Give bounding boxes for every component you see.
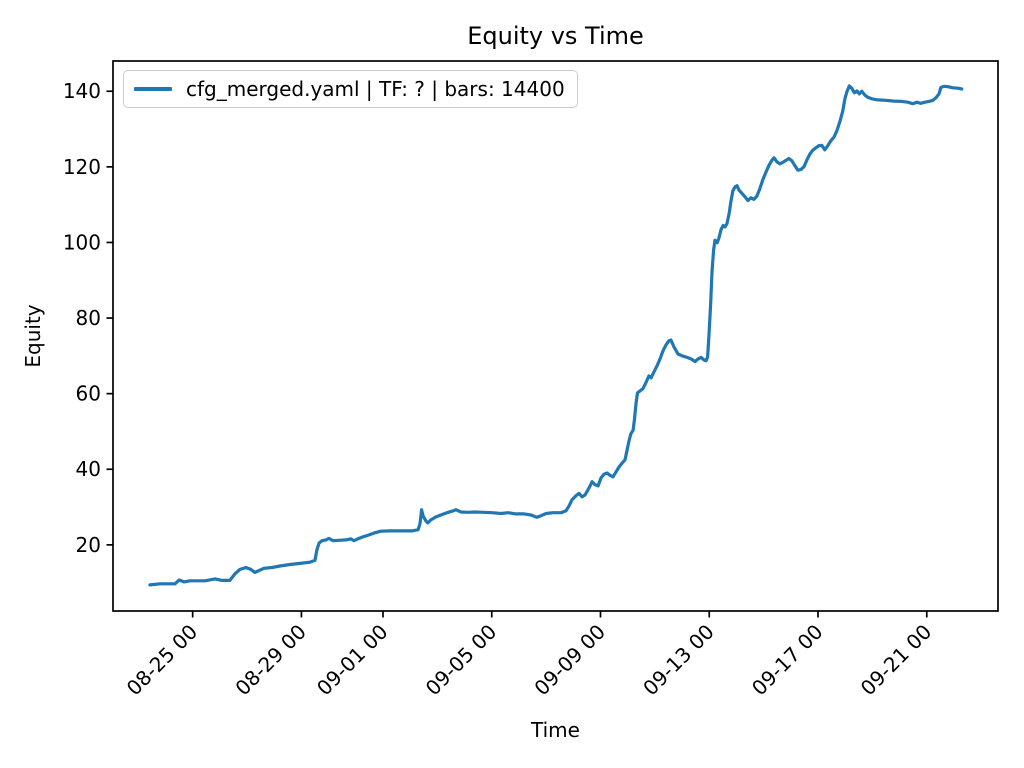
y-axis-tick-label: 80 <box>76 306 101 330</box>
y-axis-tick-label: 100 <box>63 230 101 254</box>
x-axis-tick-label: 08-25 00 <box>122 620 203 701</box>
chart-title: Equity vs Time <box>467 22 644 50</box>
x-axis-tick-label: 09-21 00 <box>856 620 937 701</box>
y-axis-tick-label: 140 <box>63 79 101 103</box>
equity-curve <box>148 84 964 587</box>
y-axis-tick-label: 20 <box>76 533 101 557</box>
y-axis-tick-label: 60 <box>76 382 101 406</box>
x-axis-tick-label: 08-29 00 <box>230 620 311 701</box>
legend-line-sample <box>134 87 172 91</box>
legend-label: cfg_merged.yaml | TF: ? | bars: 14400 <box>186 77 565 101</box>
x-axis-label: Time <box>531 718 580 742</box>
x-axis-tick-label: 09-09 00 <box>529 620 610 701</box>
x-axis-tick-label: 09-05 00 <box>421 620 502 701</box>
legend: cfg_merged.yaml | TF: ? | bars: 14400 <box>123 70 578 108</box>
x-axis-tick-label: 09-01 00 <box>312 620 393 701</box>
x-axis-tick-label: 09-17 00 <box>747 620 828 701</box>
axes-border <box>112 60 999 612</box>
y-axis-tick-label: 40 <box>76 457 101 481</box>
y-axis-tick-label: 120 <box>63 155 101 179</box>
x-axis-tick-label: 09-13 00 <box>638 620 719 701</box>
